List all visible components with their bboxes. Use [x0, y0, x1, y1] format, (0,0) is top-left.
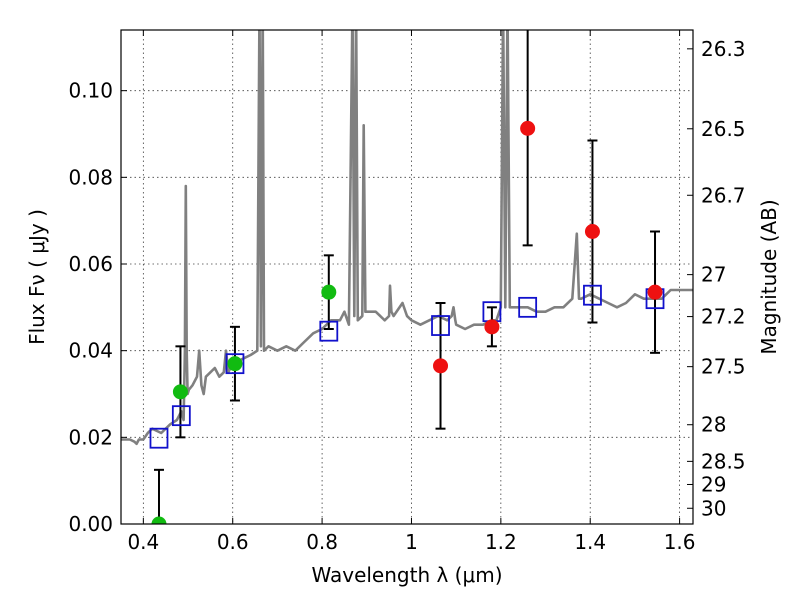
magnitude-tick-label: 26.7 [701, 183, 746, 207]
x-tick-label: 1.6 [664, 530, 696, 554]
x-tick-label: 1 [405, 530, 418, 554]
magnitude-tick-label: 28 [701, 413, 726, 437]
y-tick-label: 0.06 [68, 252, 113, 276]
magnitude-axis-label: Magnitude (AB) [757, 199, 781, 354]
model-point [149, 427, 169, 449]
magnitude-tick-label: 30 [701, 496, 726, 520]
y-axis-label: Flux Fν ( μJy ) [25, 209, 49, 345]
magnitude-tick-label: 27.5 [701, 355, 746, 379]
observed-point-green [151, 516, 167, 524]
observed-point-green [172, 384, 188, 400]
model-point [583, 284, 602, 306]
plot-frame [120, 29, 694, 525]
observed-point-green [227, 356, 243, 372]
observed-point-red [433, 358, 449, 374]
observed-point-red [584, 224, 600, 239]
observed-point-red [520, 120, 536, 136]
x-tick-label: 0.8 [306, 530, 338, 554]
model-point [431, 315, 450, 336]
y-tick-label: 0.10 [68, 79, 113, 103]
observed-point-red [647, 284, 663, 300]
x-tick-label: 1.4 [574, 530, 606, 554]
observed-points [151, 120, 663, 524]
x-axis-ticks: 0.4 0.6 0.8 1 1.2 1.4 1.6 [127, 30, 696, 554]
magnitude-tick-label: 26.5 [701, 117, 746, 141]
magnitude-tick-label: 26.3 [701, 37, 746, 61]
magnitude-tick-label: 28.5 [701, 449, 746, 473]
y-tick-label: 0.08 [68, 165, 113, 189]
magnitude-tick-label: 27 [701, 263, 726, 287]
y-tick-label: 0.00 [68, 512, 113, 536]
observed-point-red [484, 319, 500, 335]
model-point [518, 296, 538, 318]
model-point [171, 405, 191, 427]
model-point [319, 320, 339, 342]
x-tick-label: 1.2 [485, 530, 517, 554]
x-tick-label: 0.6 [217, 530, 249, 554]
model-point [225, 353, 245, 375]
magnitude-tick-label: 27.2 [701, 305, 746, 329]
y-tick-label: 0.04 [68, 339, 113, 363]
observed-point-green [321, 284, 337, 300]
x-axis-label: Wavelength λ (μm) [311, 563, 502, 587]
x-tick-label: 0.4 [127, 530, 159, 554]
spectrum-line [121, 30, 693, 446]
magnitude-tick-label: 29 [701, 472, 726, 496]
y-axis-ticks: 0.00 0.02 0.04 0.06 0.08 0.10 [68, 79, 127, 536]
y-tick-label: 0.02 [68, 425, 113, 449]
model-points [149, 284, 665, 449]
